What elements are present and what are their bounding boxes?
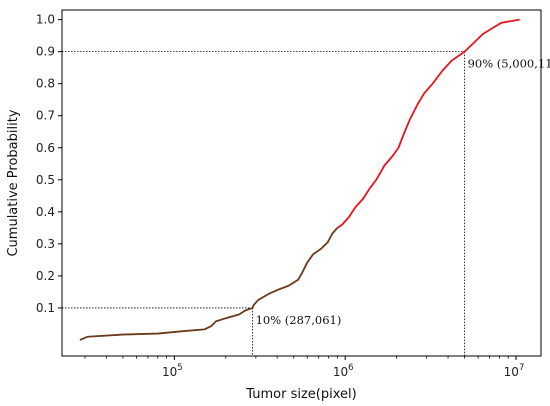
y-tick-label: 0.9 [36, 45, 55, 59]
y-tick-label: 0.5 [36, 173, 55, 187]
y-tick-label: 0.1 [36, 301, 55, 315]
y-axis: 0.1 0.2 0.3 0.4 0.5 0.6 0.7 0.8 0.9 1.0 [36, 13, 62, 315]
y-tick-label: 1.0 [36, 13, 55, 27]
x-tick-label: 106 [333, 363, 354, 379]
y-tick-label: 0.3 [36, 237, 55, 251]
annotation-label: 90% (5,000,119) [468, 57, 550, 71]
reference-lines [62, 51, 466, 356]
x-axis-title: Tumor size(pixel) [245, 387, 356, 402]
y-tick-label: 0.2 [36, 269, 55, 283]
y-tick-label: 0.6 [36, 141, 55, 155]
x-tick-label: 105 [162, 363, 183, 379]
plot-area-frame [61, 9, 542, 357]
x-tick-label: 107 [504, 363, 525, 379]
annotations: 10% (287,061) 90% (5,000,119) [256, 57, 550, 327]
y-tick-label: 0.8 [36, 77, 55, 91]
cdf-curve [79, 18, 520, 341]
annotation-label: 10% (287,061) [256, 313, 342, 327]
y-axis-title: Cumulative Probability [6, 109, 21, 256]
cdf-curve-lower-segment [79, 227, 339, 341]
y-tick-label: 0.7 [36, 109, 55, 123]
x-axis: 105 106 107 [84, 356, 525, 379]
cdf-curve-upper-segment [336, 18, 520, 229]
y-tick-label: 0.4 [36, 205, 55, 219]
